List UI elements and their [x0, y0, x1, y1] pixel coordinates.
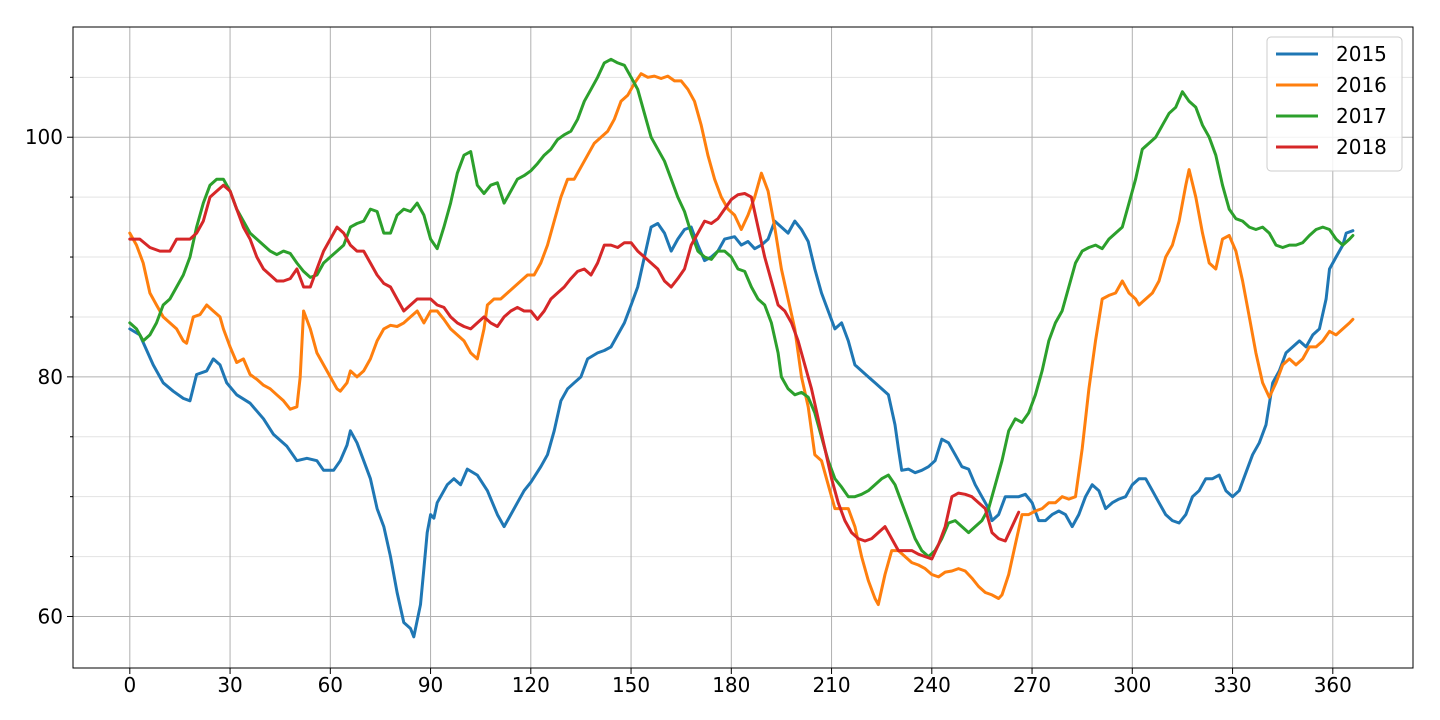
series-line-2016	[128, 72, 1355, 606]
legend-box	[1266, 36, 1403, 172]
plot-frame	[72, 26, 1414, 669]
x-tick-label: 210	[812, 673, 850, 697]
y-tick-label: 80	[38, 365, 63, 389]
x-tick-label: 300	[1113, 673, 1151, 697]
series-line-2015	[128, 219, 1355, 639]
x-tick-label: 240	[913, 673, 951, 697]
legend-label-2016: 2016	[1336, 73, 1387, 97]
x-tick-label: 120	[512, 673, 550, 697]
series-line-2017	[128, 57, 1355, 559]
x-tick-label: 330	[1213, 673, 1251, 697]
major-grid	[73, 27, 1413, 668]
y-tick-label: 60	[38, 604, 63, 628]
x-tick-label: 270	[1013, 673, 1051, 697]
series-line-2018	[128, 183, 1021, 561]
x-axis: 0 30 60 90 120 150 180 210 240 270 300 330 360	[123, 668, 1352, 697]
legend-label-2017: 2017	[1336, 104, 1387, 128]
legend-label-2018: 2018	[1336, 135, 1387, 159]
series-layer	[128, 57, 1355, 639]
x-tick-label: 30	[217, 673, 242, 697]
x-tick-label: 90	[418, 673, 443, 697]
y-axis: 60 80 100	[25, 76, 73, 628]
plot-area	[73, 27, 1413, 668]
x-tick-label: 360	[1314, 673, 1352, 697]
x-tick-label: 60	[318, 673, 343, 697]
x-tick-label: 180	[712, 673, 750, 697]
y-tick-label: 100	[25, 125, 63, 149]
x-tick-label: 0	[123, 673, 136, 697]
legend-label-2015: 2015	[1336, 42, 1387, 66]
legend: 2015 2016 2017 2018	[1266, 36, 1403, 172]
x-tick-label: 150	[612, 673, 650, 697]
minor-grid	[73, 76, 1413, 558]
